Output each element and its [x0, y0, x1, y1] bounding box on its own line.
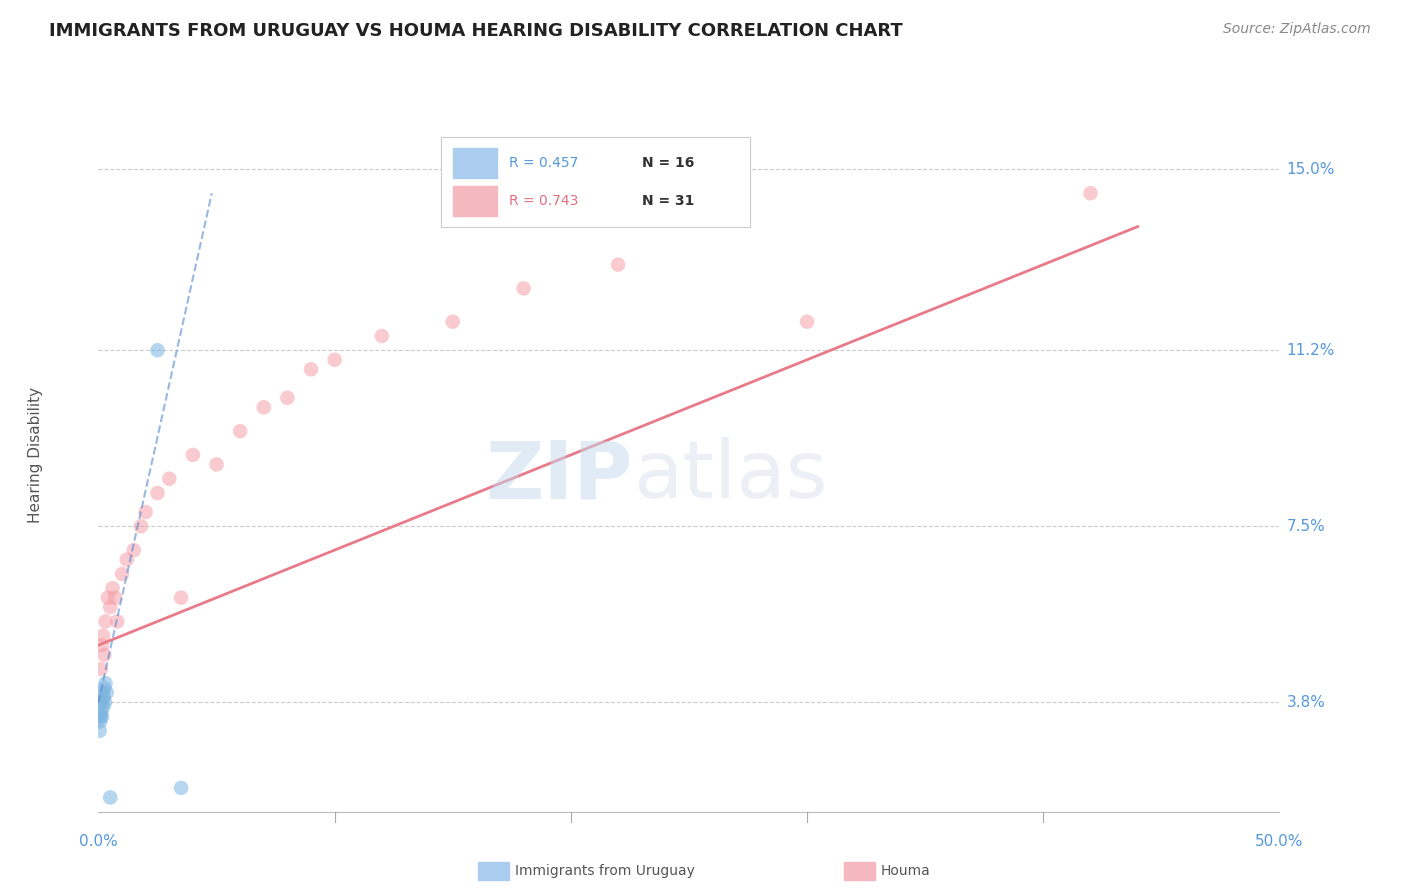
Point: [146, 343, 169, 358]
Point: [135, 505, 157, 519]
Point: [181, 448, 204, 462]
Point: [89, 723, 111, 738]
Point: [90, 709, 112, 723]
Point: [90, 662, 112, 676]
Point: [90, 705, 112, 719]
Text: R = 0.457: R = 0.457: [509, 156, 578, 169]
Point: [441, 315, 464, 329]
Point: [91, 695, 114, 709]
Point: [93, 648, 115, 662]
Text: N = 31: N = 31: [643, 194, 695, 208]
Point: [253, 401, 276, 415]
Text: N = 16: N = 16: [643, 156, 695, 169]
Point: [93, 690, 115, 705]
Text: 0.0%: 0.0%: [79, 834, 118, 849]
Text: ZIP: ZIP: [485, 437, 633, 516]
Point: [91, 686, 114, 700]
Point: [91, 700, 114, 714]
Point: [105, 615, 128, 629]
Point: [89, 714, 111, 729]
Point: [97, 591, 120, 605]
Point: [94, 615, 117, 629]
Text: Hearing Disability: Hearing Disability: [28, 387, 42, 523]
Point: [229, 424, 252, 438]
Point: [111, 566, 134, 581]
Point: [607, 258, 630, 272]
Point: [91, 629, 114, 643]
Point: [94, 695, 117, 709]
Point: [91, 638, 114, 652]
Point: [1080, 186, 1102, 201]
Point: [94, 676, 117, 690]
Point: [371, 329, 394, 343]
Text: 3.8%: 3.8%: [1286, 695, 1326, 710]
Point: [98, 600, 121, 615]
Point: [205, 458, 228, 472]
Text: atlas: atlas: [633, 437, 827, 516]
Bar: [453, 186, 496, 216]
Text: 11.2%: 11.2%: [1286, 343, 1334, 358]
Point: [276, 391, 298, 405]
Point: [299, 362, 322, 376]
Text: IMMIGRANTS FROM URUGUAY VS HOUMA HEARING DISABILITY CORRELATION CHART: IMMIGRANTS FROM URUGUAY VS HOUMA HEARING…: [49, 22, 903, 40]
Point: [512, 281, 534, 295]
Point: [115, 552, 138, 566]
Point: [146, 486, 169, 500]
Point: [91, 709, 114, 723]
Point: [170, 780, 193, 795]
Point: [104, 591, 127, 605]
Text: R = 0.743: R = 0.743: [509, 194, 578, 208]
Text: Source: ZipAtlas.com: Source: ZipAtlas.com: [1223, 22, 1371, 37]
Point: [129, 519, 152, 533]
Text: 15.0%: 15.0%: [1286, 162, 1334, 177]
Point: [93, 681, 115, 695]
Point: [796, 315, 818, 329]
Point: [170, 591, 193, 605]
Text: Immigrants from Uruguay: Immigrants from Uruguay: [515, 863, 695, 878]
Point: [122, 543, 145, 558]
Point: [96, 686, 118, 700]
Point: [323, 352, 346, 367]
Text: Houma: Houma: [880, 863, 929, 878]
Point: [101, 581, 124, 595]
Text: 7.5%: 7.5%: [1286, 519, 1326, 533]
Text: 50.0%: 50.0%: [1256, 834, 1303, 849]
Point: [98, 790, 121, 805]
Bar: [453, 148, 496, 178]
Point: [157, 472, 180, 486]
